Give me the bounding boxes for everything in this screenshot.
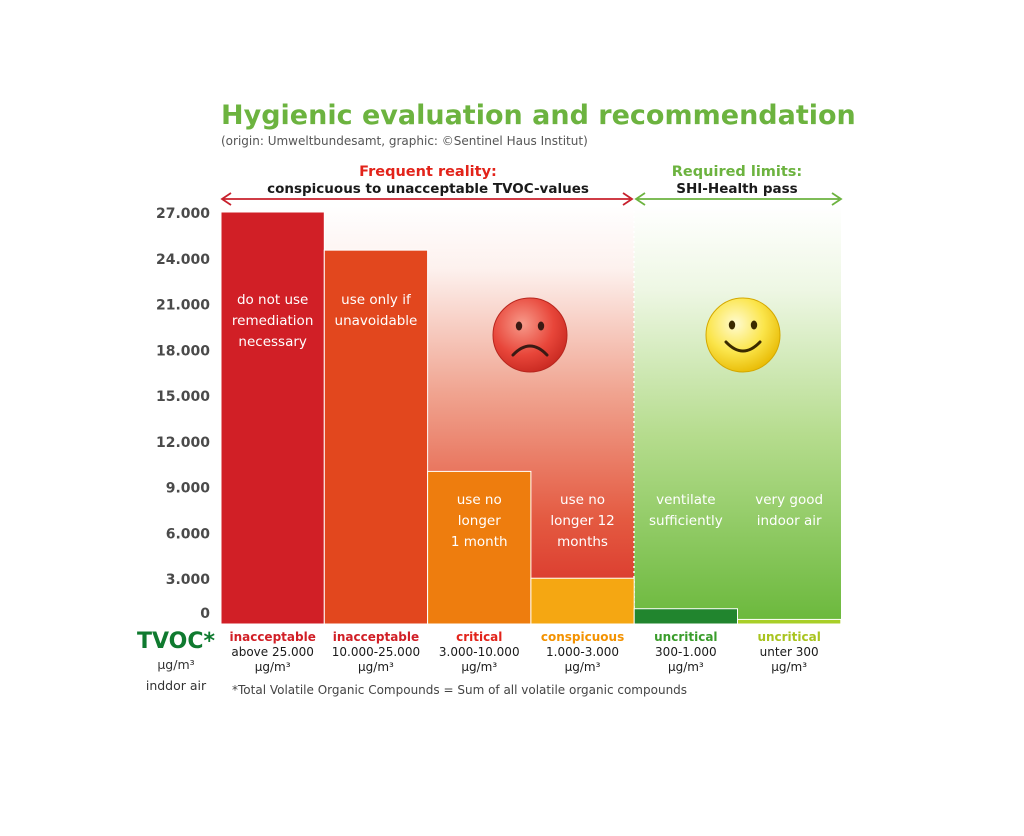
bar-3-recommendation: use no [457,492,502,508]
category-unit: µg/m³ [565,660,601,674]
y-tick-label: 0 [200,606,210,622]
y-tick-label: 9.000 [166,481,211,497]
bar-1-recommendation: necessary [238,334,306,350]
bar-4 [530,577,635,625]
y-tick-label: 12.000 [156,435,210,451]
y-tick-label: 6.000 [166,526,211,542]
tvoc-axis-label: TVOC* [137,629,215,654]
category-rating: critical [456,630,502,644]
bar-5-recommendation: sufficiently [649,513,723,529]
bar-3-recommendation: longer [458,513,501,529]
category-rating: conspicuous [541,630,624,644]
bars: do not use remediation necessary use only i… [220,211,842,625]
limits-zone [634,206,841,624]
bar-6-recommendation: indoor air [757,513,822,529]
y-tick-label: 15.000 [156,389,210,405]
category-unit: µg/m³ [771,660,807,674]
footnote: *Total Volatile Organic Compounds = Sum … [232,683,687,697]
category-range: 300-1.000 [655,645,717,659]
category-unit: µg/m³ [358,660,394,674]
category-unit: µg/m³ [461,660,497,674]
category-unit: µg/m³ [255,660,291,674]
limits-label: Required limits: [672,164,802,180]
sad-face-icon [492,297,568,373]
category-range: above 25.000 [231,645,314,659]
bar-2-recommendation: use only if [341,292,412,308]
category-rating: inacceptable [229,630,315,644]
bar-6-recommendation: very good [755,492,823,508]
bar-1 [220,211,325,625]
bar-6 [737,618,842,625]
category-range: 10.000-25.000 [332,645,420,659]
tvoc-axis-sublabel: inddor air [146,678,207,693]
category-range: unter 300 [760,645,819,659]
chart-subtitle: (origin: Umweltbundesamt, graphic: ©Sent… [221,134,588,148]
bar-3-recommendation: 1 month [451,534,508,550]
bar-2 [323,249,429,625]
y-tick-label: 24.000 [156,252,210,268]
y-tick-label: 18.000 [156,343,210,359]
category-range: 3.000-10.000 [439,645,520,659]
reality-label: Frequent reality: [359,164,497,180]
category-unit: µg/m³ [668,660,704,674]
y-tick-label: 3.000 [166,572,211,588]
category-rating: uncritical [757,630,820,644]
y-tick-label: 27.000 [156,206,210,222]
limits-range-arrow [634,192,843,206]
y-tick-label: 21.000 [156,298,210,314]
bar-1-recommendation: do not use [237,292,308,308]
bar-1-recommendation: remediation [232,313,313,329]
bar-5-recommendation: ventilate [656,492,716,508]
tvoc-axis-unit: µg/m³ [157,657,194,672]
category-range: 1.000-3.000 [546,645,619,659]
bar-3 [427,470,532,625]
category-rating: uncritical [654,630,717,644]
bar-4-recommendation: use no [560,492,605,508]
y-axis: 0 3.000 6.000 9.000 12.000 15.000 18.000 21.000… [156,206,210,622]
reality-sublabel: conspicuous to unacceptable TVOC-values [267,181,589,197]
happy-face-icon [705,297,781,373]
chart-title: Hygienic evaluation and recommendation [221,100,856,131]
limits-sublabel: SHI-Health pass [676,181,797,197]
bar-2-recommendation: unavoidable [335,313,418,329]
bar-4-recommendation: longer 12 [550,513,614,529]
reality-range-arrow [220,192,634,206]
bar-4-recommendation: months [557,534,608,550]
category-rating: inacceptable [333,630,419,644]
bar-5 [633,608,739,625]
